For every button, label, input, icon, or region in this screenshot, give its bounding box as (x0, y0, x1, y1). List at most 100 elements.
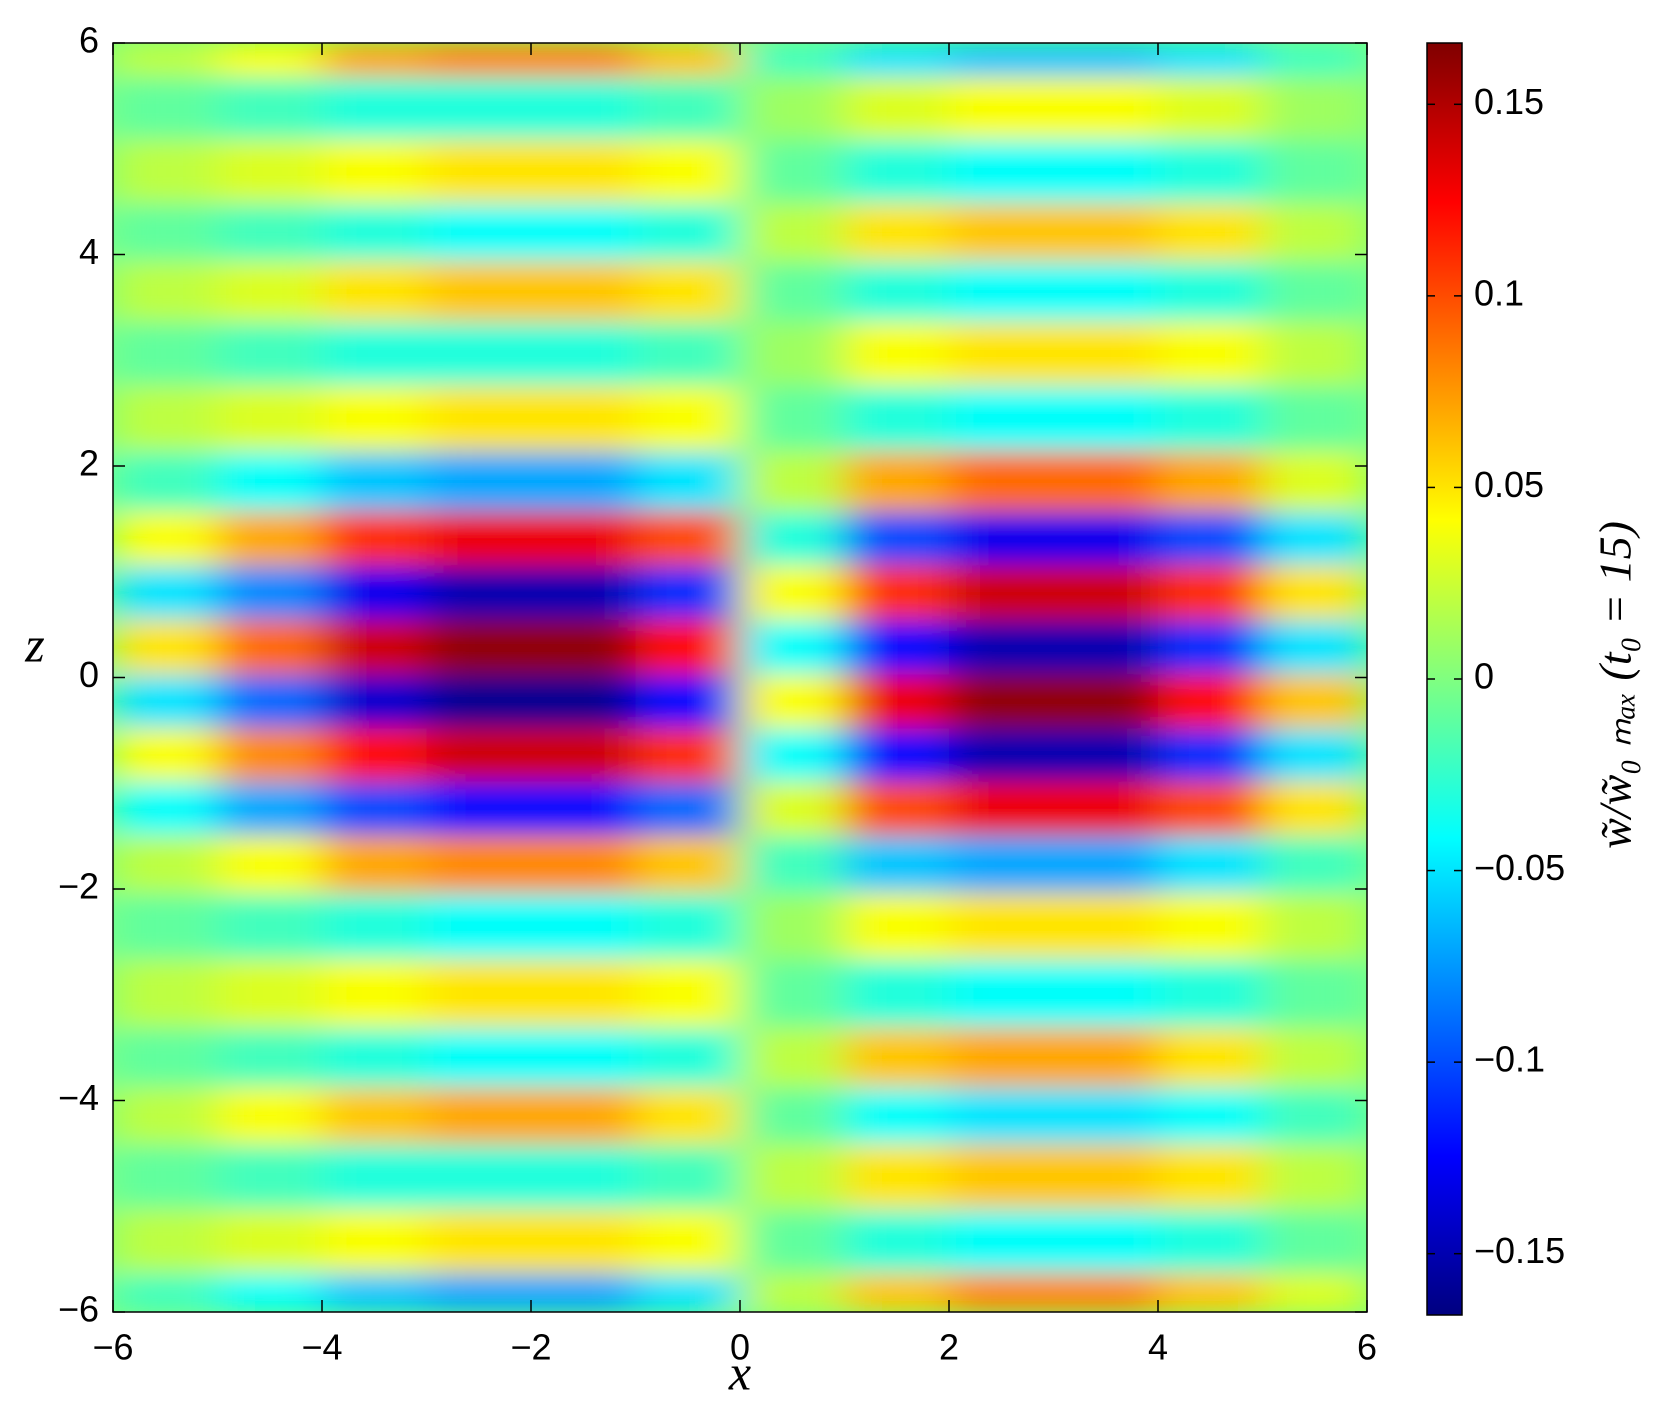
heatmap-cell (1158, 1027, 1263, 1088)
heatmap-cell (844, 321, 950, 387)
heatmap-cell (740, 1027, 845, 1088)
heatmap-cell (217, 835, 323, 894)
heatmap-cell (426, 1087, 532, 1145)
heatmap-cell (1262, 728, 1367, 783)
heatmap-cell (1262, 321, 1367, 387)
x-tick-label: 4 (1148, 1327, 1168, 1368)
heatmap-cell (1262, 77, 1367, 141)
y-tick-label: −4 (58, 1077, 99, 1118)
heatmap-cell (949, 619, 1054, 675)
heatmap-cell (635, 43, 741, 78)
heatmap-cell (635, 1027, 741, 1088)
heatmap-cell (949, 1209, 1054, 1274)
heatmap-cell (217, 451, 323, 512)
heatmap-cell (949, 565, 1054, 621)
heatmap-cell (531, 959, 636, 1029)
heatmap-cell (1158, 43, 1263, 78)
heatmap-cell (217, 511, 323, 566)
heatmap-cell (531, 835, 636, 894)
heatmap-cell (113, 203, 218, 262)
heatmap-cell (1158, 674, 1263, 729)
heatmap-cell (217, 893, 323, 960)
heatmap-cell (740, 77, 845, 141)
heatmap-cell (1262, 261, 1367, 323)
heatmap-cell (217, 619, 323, 675)
heatmap-cell (740, 385, 845, 452)
heatmap-cell (949, 835, 1054, 894)
y-tick-label: −6 (58, 1289, 99, 1330)
x-tick-label: 6 (1357, 1327, 1377, 1368)
heatmap-cell (113, 511, 218, 566)
heatmap-cell (1158, 728, 1263, 783)
heatmap-cell (426, 203, 532, 262)
x-tick-label: 2 (939, 1327, 959, 1368)
heatmap-cell (1262, 893, 1367, 960)
heatmap-cell (217, 728, 323, 783)
heatmap-cell (426, 1144, 532, 1210)
heatmap-cell (949, 1027, 1054, 1088)
colorbar-tick-label: 0.05 (1474, 464, 1544, 505)
heatmap-cell (1158, 451, 1263, 512)
heatmap-cell (740, 321, 845, 387)
heatmap-cell (426, 959, 532, 1029)
heatmap-cell (1053, 1027, 1159, 1088)
heatmap-cell (635, 619, 741, 675)
heatmap-cell (1053, 781, 1159, 837)
heatmap-cell (1053, 674, 1159, 729)
heatmap-cell (426, 1209, 532, 1274)
heatmap-cell (844, 959, 950, 1029)
heatmap-cell (740, 261, 845, 323)
heatmap-cell (844, 139, 950, 204)
heatmap-cell (1053, 203, 1159, 262)
heatmap-cell (426, 565, 532, 621)
heatmap-cell (740, 451, 845, 512)
heatmap-cell (844, 1087, 950, 1145)
heatmap-cell (322, 321, 427, 387)
heatmap-cell (322, 959, 427, 1029)
heatmap-cell (740, 565, 845, 621)
heatmap-cell (1053, 1144, 1159, 1210)
heatmap-cell (635, 728, 741, 783)
heatmap-cell (426, 139, 532, 204)
heatmap-cell (1053, 511, 1159, 566)
heatmap-cell (1262, 781, 1367, 837)
heatmap-cell (1053, 959, 1159, 1029)
heatmap-cell (531, 43, 636, 78)
heatmap-cell (322, 674, 427, 729)
heatmap-cell (113, 565, 218, 621)
heatmap-cell (1158, 781, 1263, 837)
heatmap-cell (740, 1144, 845, 1210)
heatmap-cell (949, 511, 1054, 566)
heatmap-cell (1158, 893, 1263, 960)
heatmap-cell (635, 1209, 741, 1274)
heatmap-cell (531, 565, 636, 621)
heatmap-cell (844, 511, 950, 566)
heatmap-cell (217, 781, 323, 837)
heatmap-cell (322, 835, 427, 894)
y-tick-label: 2 (79, 443, 99, 484)
heatmap-cell (531, 781, 636, 837)
heatmap-cell (113, 77, 218, 141)
heatmap-cell (426, 728, 532, 783)
heatmap-cell (1053, 43, 1159, 78)
heatmap-cell (844, 781, 950, 837)
heatmap-cell (740, 893, 845, 960)
colorbar-tick-label: −0.05 (1474, 847, 1565, 888)
heatmap-cell (1158, 565, 1263, 621)
heatmap-cell (844, 261, 950, 323)
colorbar-tick-label: 0.15 (1474, 81, 1544, 122)
heatmap-cell (426, 321, 532, 387)
heatmap-cell (1158, 139, 1263, 204)
heatmap-cell (113, 1209, 218, 1274)
heatmap-cell (635, 77, 741, 141)
heatmap-cell (740, 511, 845, 566)
heatmap-cell (740, 203, 845, 262)
heatmap-cell (113, 781, 218, 837)
heatmap-cell (113, 321, 218, 387)
heatmap-cell (531, 77, 636, 141)
heatmap-cell (322, 77, 427, 141)
heatmap-cell (322, 43, 427, 78)
heatmap-cell (1158, 835, 1263, 894)
y-tick-label: −2 (58, 866, 99, 907)
heatmap-cell (113, 959, 218, 1029)
